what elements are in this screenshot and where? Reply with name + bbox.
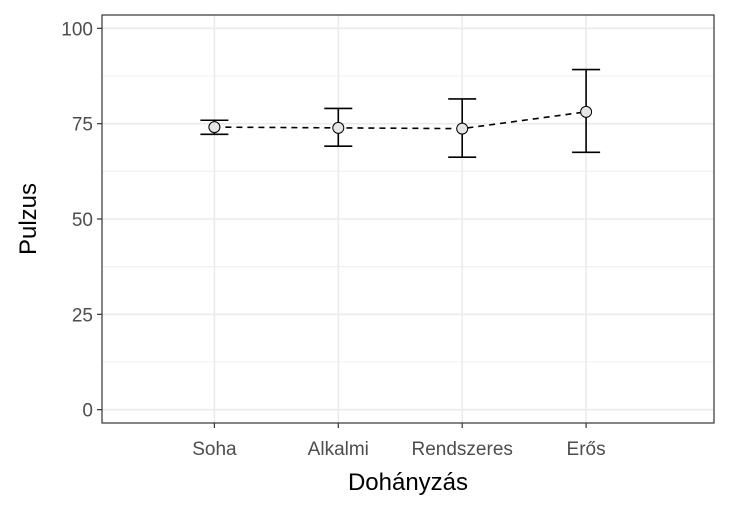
x-tick-label: Soha — [192, 439, 237, 460]
data-point — [456, 122, 469, 135]
grid-major — [102, 15, 714, 423]
data-point — [332, 121, 345, 134]
axis-labels: 0 25 50 75 100 Soha Alkalmi Rendszeres Erős — [61, 19, 605, 460]
x-tick-label: Erős — [567, 439, 606, 460]
grid-minor — [102, 75, 714, 363]
x-tick-label: Alkalmi — [308, 439, 369, 460]
data-point — [208, 121, 221, 134]
y-tick-label: 0 — [82, 401, 93, 422]
y-tick-label: 25 — [72, 305, 93, 326]
data-point — [580, 105, 593, 118]
axis-ticks — [97, 27, 587, 428]
x-axis-title: Dohányzás — [348, 469, 468, 496]
y-tick-label: 100 — [61, 19, 93, 40]
series-line — [214, 111, 587, 130]
y-tick-label: 75 — [72, 115, 93, 136]
series-layer — [200, 68, 601, 159]
x-tick-label: Rendszeres — [412, 439, 513, 460]
y-axis-title: Pulzus — [15, 183, 42, 255]
y-tick-label: 50 — [72, 210, 93, 231]
